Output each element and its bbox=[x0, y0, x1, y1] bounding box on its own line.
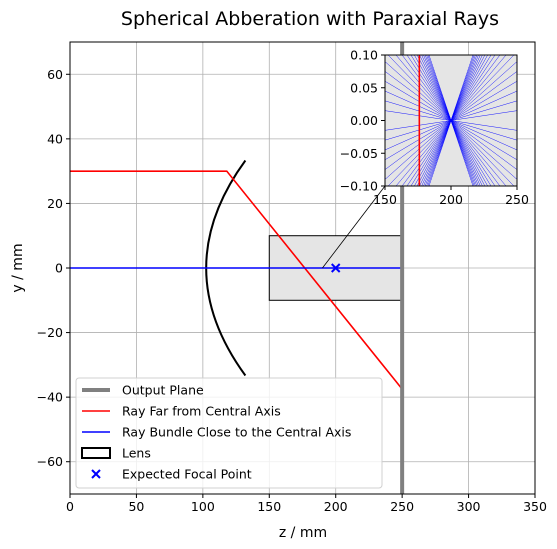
legend-entry: Expected Focal Point bbox=[91, 467, 252, 482]
inset-x-tick-label: 250 bbox=[505, 192, 529, 207]
x-tick-label: 50 bbox=[128, 499, 144, 514]
x-tick-label: 100 bbox=[191, 499, 215, 514]
legend-entry: Ray Bundle Close to the Central Axis bbox=[82, 425, 351, 440]
legend-label: Ray Far from Central Axis bbox=[122, 404, 281, 419]
x-tick-label: 150 bbox=[257, 499, 281, 514]
inset-y-tick-label: 0.05 bbox=[350, 80, 378, 95]
y-tick-label: −40 bbox=[37, 390, 63, 405]
inset-ray-bundle bbox=[385, 55, 517, 186]
legend-entry: Output Plane bbox=[82, 383, 204, 398]
legend-label: Output Plane bbox=[122, 383, 204, 398]
x-tick-label: 300 bbox=[457, 499, 481, 514]
inset-y-tick-label: −0.05 bbox=[340, 146, 378, 161]
y-tick-label: −20 bbox=[37, 325, 63, 340]
zoom-connector-line bbox=[322, 185, 386, 269]
inset-y-tick-label: 0.10 bbox=[350, 48, 378, 63]
inset-y-tick-label: −0.10 bbox=[340, 179, 378, 194]
legend-patch-swatch bbox=[81, 447, 111, 459]
inset-x-tick-label: 200 bbox=[439, 192, 463, 207]
x-tick-label: 250 bbox=[390, 499, 414, 514]
legend-label: Lens bbox=[122, 446, 151, 461]
expected-focal-point-marker bbox=[331, 263, 341, 273]
main-ticks: 0 50 100 150 200 250 300 350 −60 −40 −20 0 20 40 60 bbox=[37, 67, 547, 514]
legend-label: Expected Focal Point bbox=[122, 467, 252, 482]
legend-label: Ray Bundle Close to the Central Axis bbox=[122, 425, 351, 440]
y-tick-label: 0 bbox=[55, 261, 63, 276]
x-axis-label: z / mm bbox=[279, 525, 327, 541]
inset-y-tick-label: 0.00 bbox=[350, 113, 378, 128]
x-tick-label: 0 bbox=[66, 499, 74, 514]
inset-x-tick-label: 150 bbox=[373, 192, 397, 207]
legend-box bbox=[75, 377, 383, 489]
x-tick-label: 350 bbox=[523, 499, 547, 514]
y-tick-label: 60 bbox=[47, 67, 63, 82]
inset-bundle-ray bbox=[428, 55, 474, 186]
x-tick-label: 200 bbox=[324, 499, 348, 514]
chart-title: Spherical Abberation with Paraxial Rays bbox=[121, 8, 499, 30]
zoom-connector-layer bbox=[322, 185, 386, 269]
y-tick-label: 40 bbox=[47, 131, 63, 146]
legend: Output Plane Ray Far from Central Axis Ray… bbox=[75, 377, 383, 489]
y-tick-label: 20 bbox=[47, 196, 63, 211]
y-tick-label: −60 bbox=[37, 454, 63, 469]
legend-entry: Ray Far from Central Axis bbox=[82, 404, 281, 419]
inset-axes: 150 200 250 −0.10 −0.05 0.00 0.05 0.10 bbox=[340, 48, 529, 208]
legend-marker-swatch bbox=[91, 469, 101, 479]
far-ray-line bbox=[70, 170, 403, 390]
y-axis-label: y / mm bbox=[10, 243, 26, 292]
legend-entry: Lens bbox=[81, 446, 151, 461]
